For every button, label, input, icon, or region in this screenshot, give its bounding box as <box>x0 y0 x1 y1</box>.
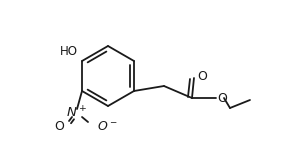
Text: $N^+$: $N^+$ <box>66 105 88 121</box>
Text: $O^-$: $O^-$ <box>97 121 118 134</box>
Text: HO: HO <box>60 45 78 58</box>
Text: O: O <box>54 119 64 133</box>
Text: O: O <box>197 70 207 82</box>
Text: O: O <box>217 91 227 104</box>
